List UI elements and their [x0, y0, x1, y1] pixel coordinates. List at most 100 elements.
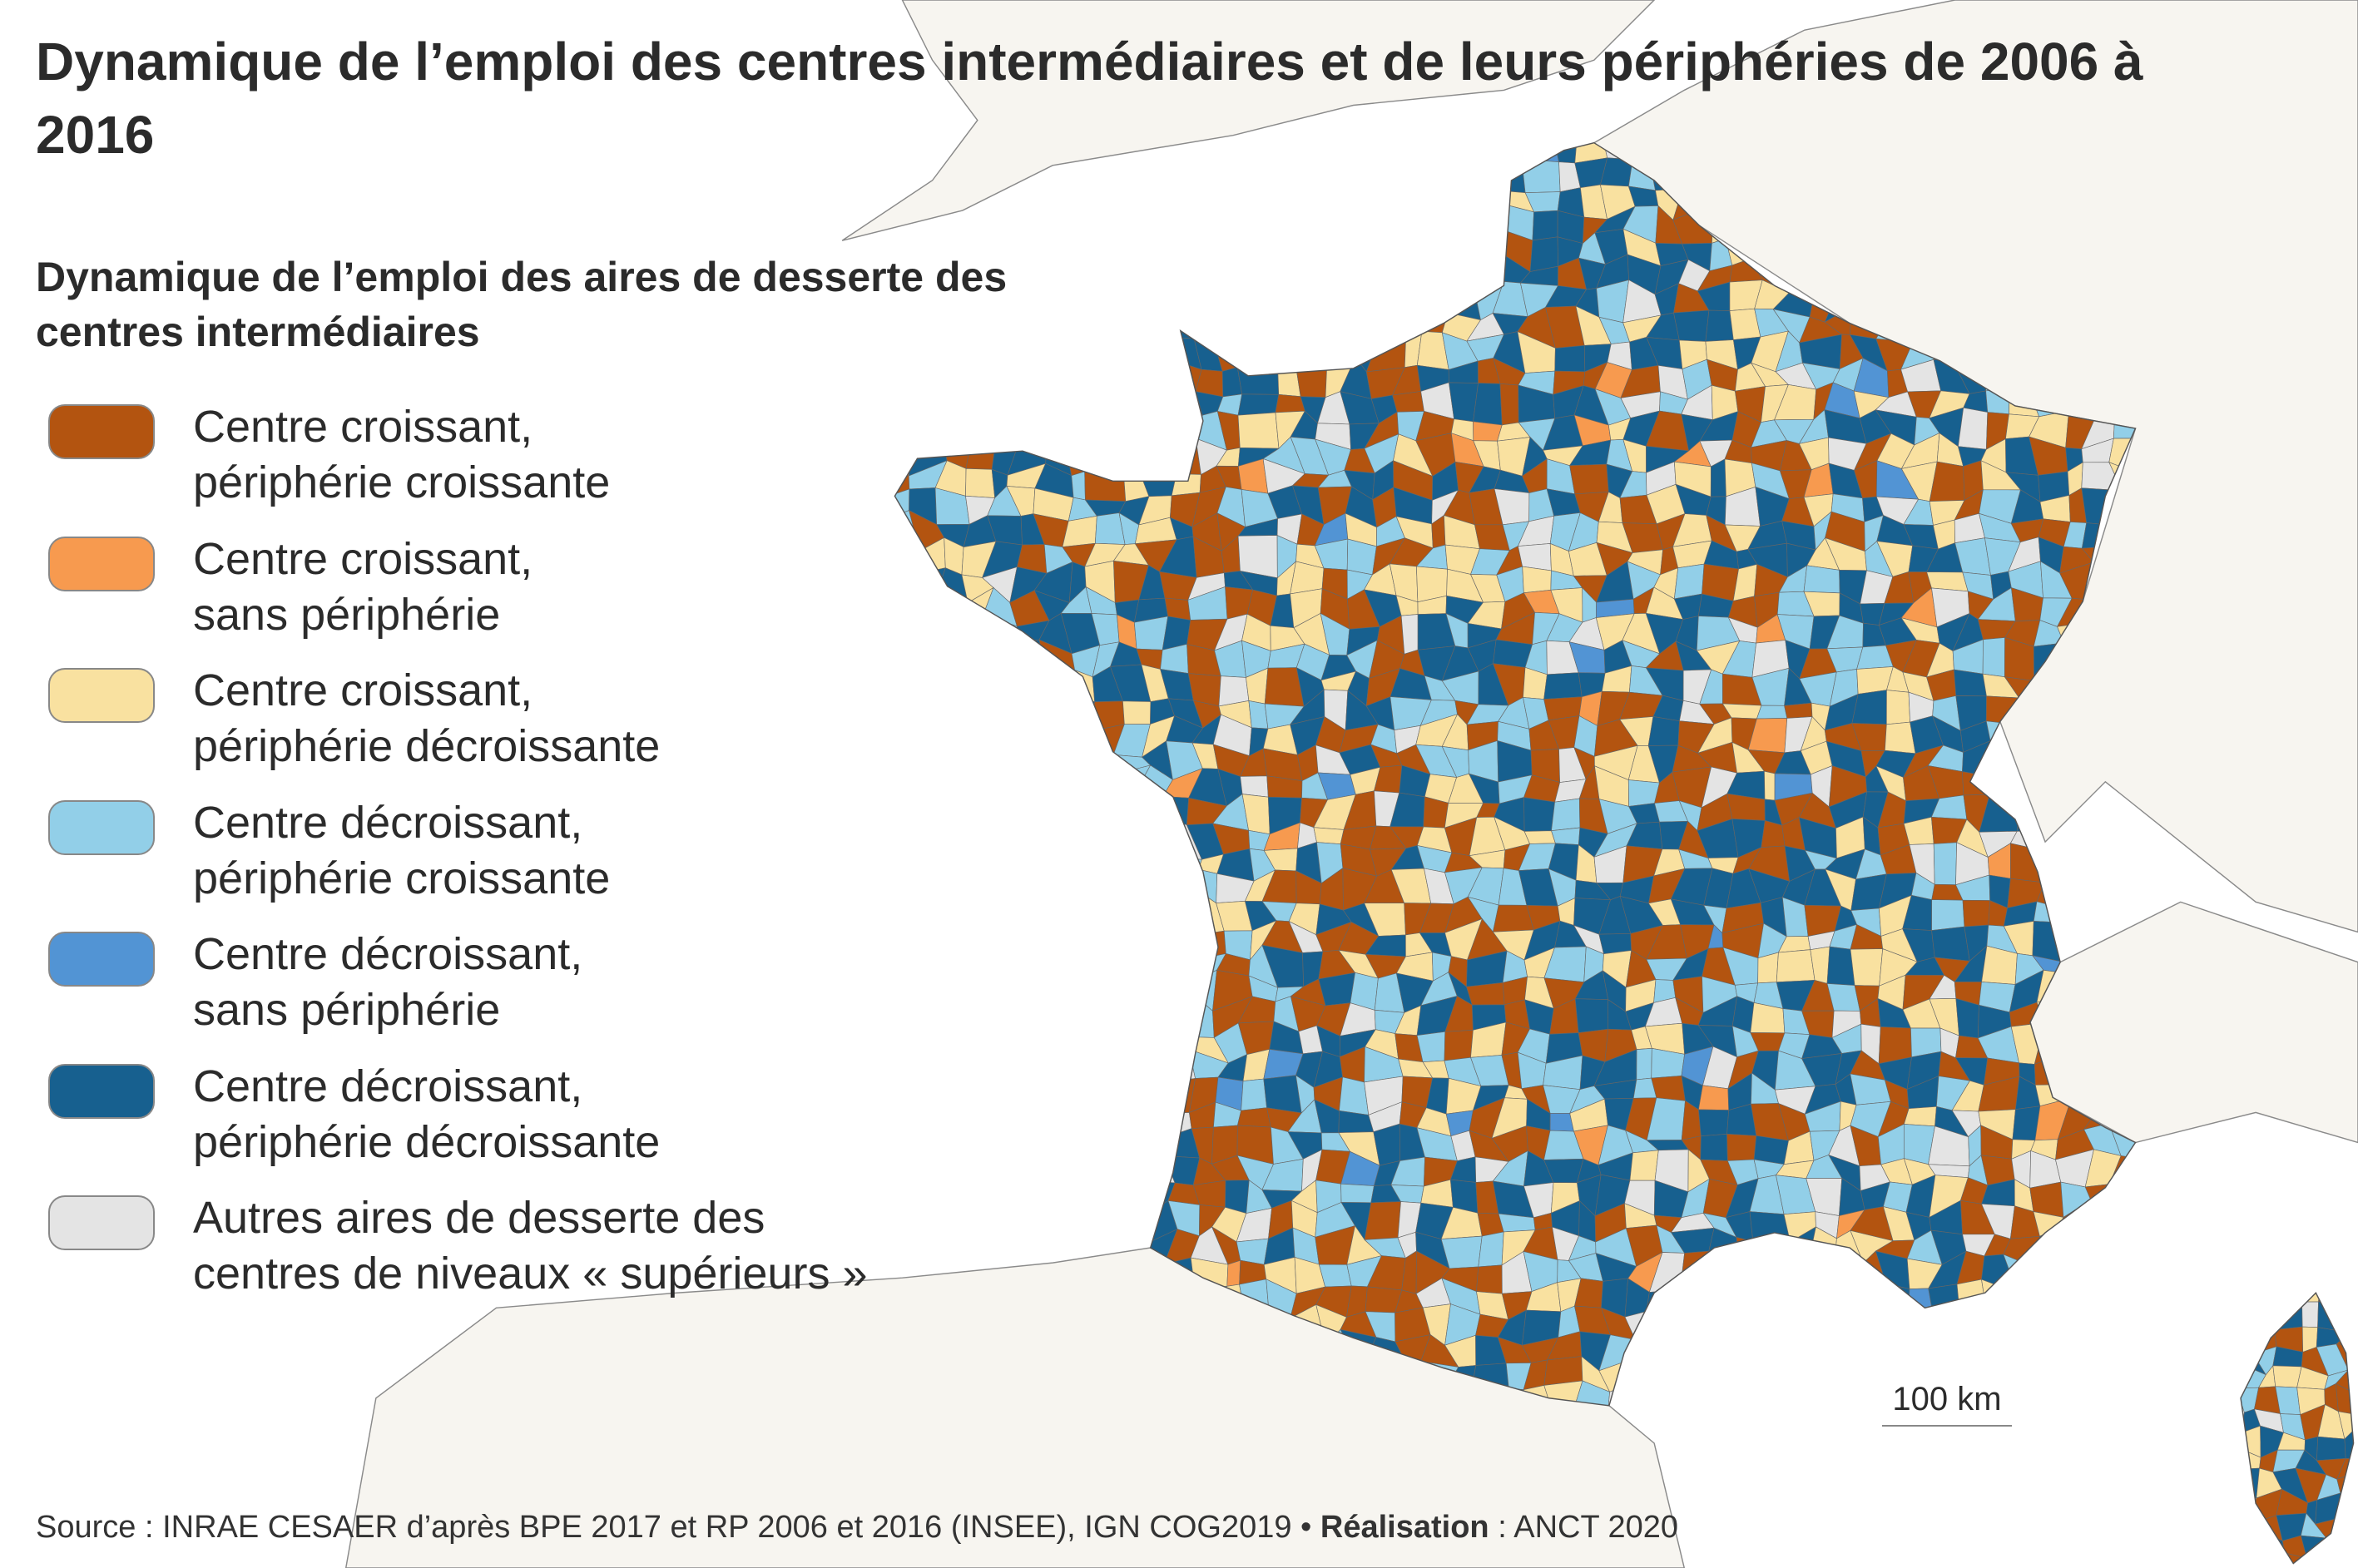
map-area [1697, 1327, 1727, 1358]
map-area [1090, 995, 1122, 1026]
map-area [1654, 1387, 1688, 1406]
map-area [1064, 1228, 1098, 1259]
legend-swatch [48, 1195, 155, 1250]
map-area [1159, 1032, 1190, 1050]
map-area [982, 1021, 1025, 1062]
map-area [1781, 1353, 1816, 1396]
map-area [1316, 257, 1353, 299]
map-area [1696, 1284, 1733, 1308]
map-area [1753, 1135, 1789, 1165]
map-area [1165, 212, 1203, 237]
map-area [1041, 407, 1068, 449]
map-area [1058, 918, 1097, 953]
map-area [2338, 1513, 2354, 1543]
map-area [1756, 1276, 1784, 1317]
map-area [909, 730, 939, 755]
map-area [1313, 827, 1345, 845]
map-area [2241, 1494, 2257, 1525]
map-area [2157, 1207, 2193, 1234]
map-area [904, 769, 944, 809]
map-area [2241, 1302, 2262, 1333]
map-area [1091, 951, 1124, 982]
map-area [1931, 899, 1965, 931]
map-area [905, 388, 939, 422]
map-area [1316, 185, 1350, 214]
map-area [2084, 1230, 2109, 1263]
map-area [1031, 358, 1068, 392]
map-area [1980, 1308, 2009, 1335]
map-area [1061, 845, 1092, 884]
map-area [961, 872, 993, 910]
map-area [1140, 181, 1167, 217]
map-area [937, 925, 973, 951]
map-area [1705, 309, 1734, 342]
map-area [1928, 1284, 1960, 1313]
map-area [917, 817, 934, 850]
legend-label: Autres aires de desserte des centres de … [193, 1193, 868, 1298]
map-area [2141, 1383, 2172, 1421]
map-area [2318, 1293, 2350, 1303]
map-area [1678, 1356, 1697, 1397]
map-area [1444, 1030, 1474, 1061]
map-area [1010, 358, 1043, 396]
map-area [1159, 279, 1202, 316]
legend: Centre croissant, périphérie croissante … [48, 399, 875, 1323]
map-area [992, 357, 1023, 396]
map-area [2166, 1309, 2198, 1343]
map-area [1962, 899, 1991, 927]
map-area [2107, 1212, 2136, 1244]
map-area [1147, 279, 1175, 316]
map-area [936, 1051, 968, 1078]
map-area [1186, 280, 1228, 318]
map-area [1221, 215, 1250, 245]
map-area [1551, 798, 1581, 832]
map-area [1705, 1250, 1740, 1288]
map-area [1453, 233, 1479, 267]
map-area [934, 1177, 973, 1211]
map-area [1044, 665, 1076, 697]
map-area [2137, 1184, 2163, 1214]
map-area [1045, 691, 1073, 725]
map-area [1319, 292, 1350, 319]
map-area [2015, 1411, 2040, 1442]
map-area [904, 750, 944, 775]
map-area [1037, 893, 1075, 933]
map-area [1453, 210, 1481, 235]
map-area [983, 388, 1023, 424]
map-area [1569, 463, 1609, 495]
map-area [954, 649, 993, 674]
map-area [1037, 919, 1062, 958]
map-area [929, 729, 967, 758]
map-area [1686, 1405, 1715, 1406]
map-area [1365, 337, 1406, 373]
map-area [1543, 672, 1583, 700]
map-area [1632, 1358, 1655, 1397]
map-area [1094, 1021, 1121, 1061]
map-area [1237, 412, 1280, 449]
map-area [1005, 206, 1049, 245]
map-area [1316, 206, 1355, 245]
map-area [1933, 842, 1958, 886]
map-area [1236, 330, 1278, 368]
map-area [909, 365, 938, 399]
map-area [906, 612, 944, 655]
map-area [1088, 362, 1124, 396]
map-area [959, 1051, 994, 1079]
map-area [1780, 1412, 1807, 1442]
map-area [894, 413, 915, 443]
map-area [1093, 185, 1123, 215]
map-area [1679, 1284, 1707, 1306]
map-area [1038, 1073, 1074, 1102]
map-area [993, 667, 1013, 700]
map-area [2138, 1414, 2172, 1442]
map-area [1090, 880, 1114, 903]
map-area [932, 847, 968, 874]
map-area [2301, 1301, 2319, 1328]
map-area [1761, 1378, 1786, 1406]
map-area [1014, 1227, 1043, 1266]
map-area [1113, 1123, 1147, 1161]
map-area [1421, 286, 1449, 314]
map-area [939, 612, 971, 655]
map-area [1005, 1071, 1048, 1116]
map-area [1392, 391, 1424, 413]
